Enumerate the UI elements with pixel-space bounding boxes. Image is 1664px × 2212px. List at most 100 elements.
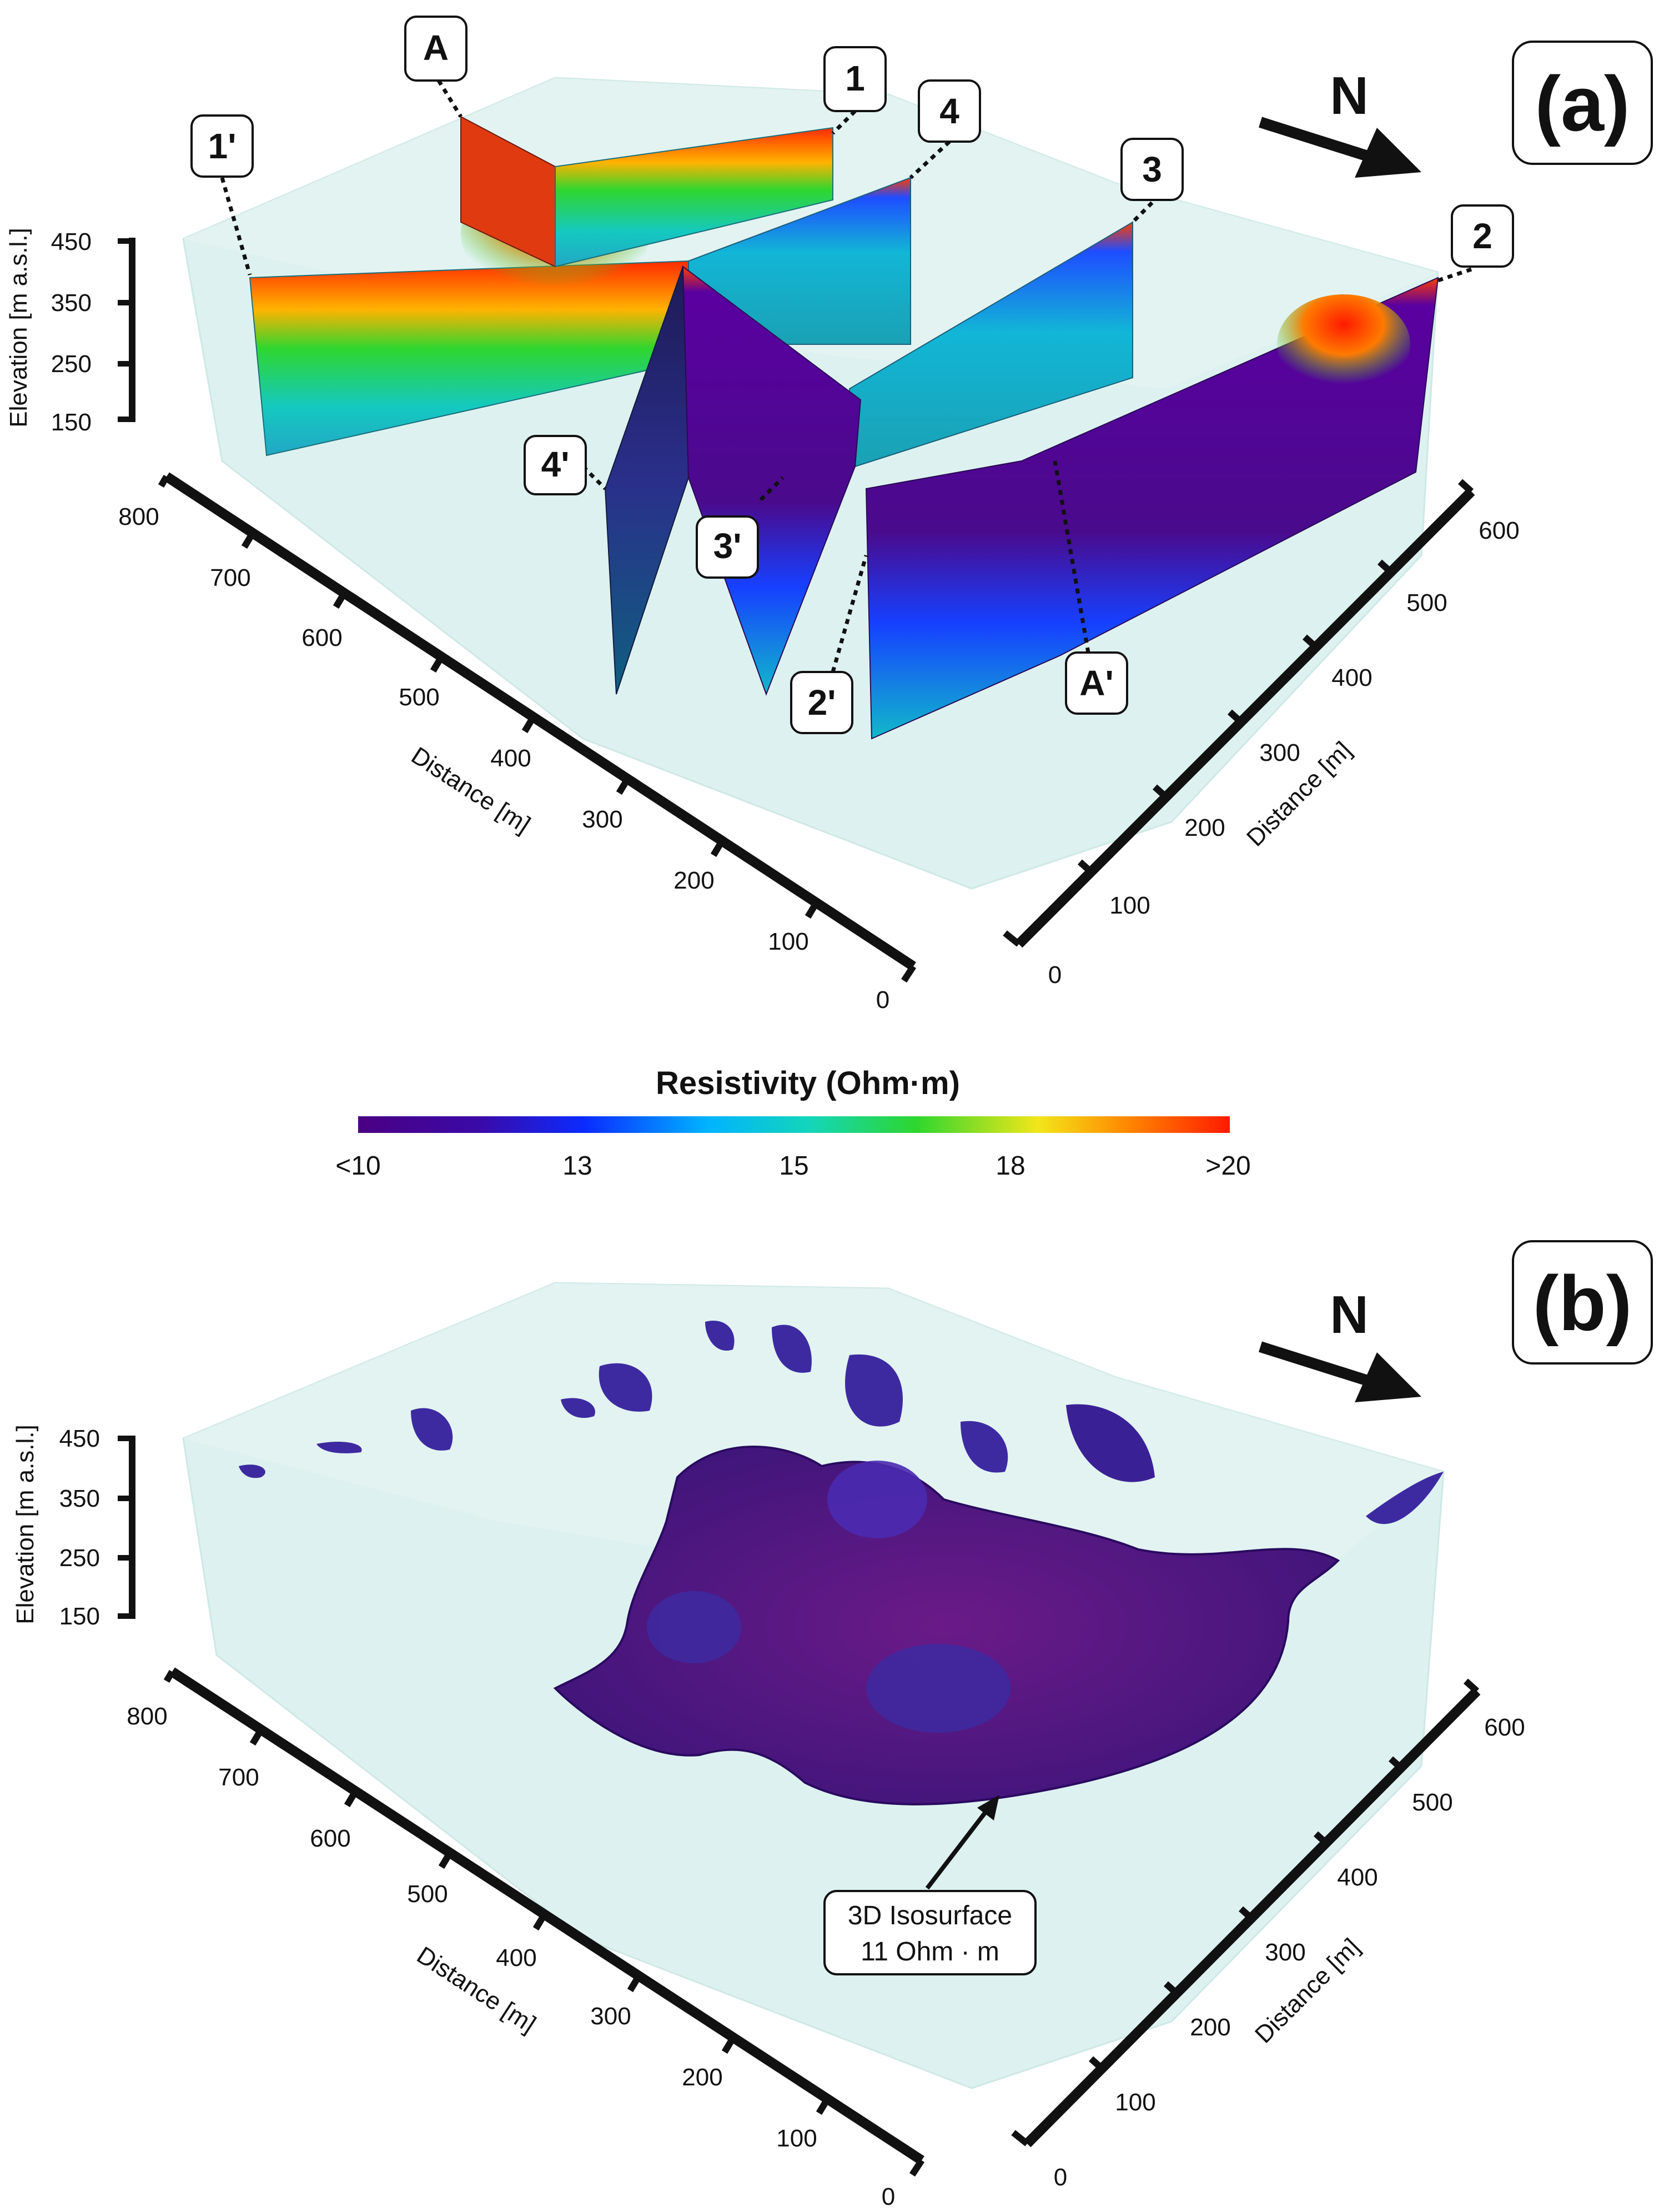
elev-tick: 450 [51, 228, 92, 255]
elev-tick: 350 [51, 289, 92, 317]
hot-anomaly-east [1277, 294, 1410, 394]
isosurface-blob [961, 1421, 1008, 1473]
annotation-line-1: 3D Isosurface [848, 1901, 1012, 1930]
elevation-axis: 450 350 250 150 Elevation [m a.s.l.] [5, 228, 135, 436]
left-tick: 700 [210, 564, 250, 591]
elev-tick: 350 [59, 1485, 100, 1512]
colorbar: Resistivity (Ohm·m) <10 13 15 18 >20 [335, 1065, 1250, 1181]
right-tick: 0 [1048, 961, 1062, 989]
north-arrow: N [1258, 1285, 1421, 1402]
isosurface-blob [1366, 1472, 1444, 1524]
panel-label-text: (b) [1533, 1260, 1632, 1347]
callout-1prime: 1' [208, 126, 237, 166]
isosurface-lobe [647, 1591, 741, 1663]
north-arrowhead [1355, 1352, 1421, 1402]
isosurface-blob [561, 1398, 595, 1418]
callout-3: 3 [1142, 149, 1162, 189]
callout-2prime: 2' [808, 683, 836, 723]
left-tick: 500 [399, 684, 439, 711]
left-tick: 800 [127, 1703, 167, 1730]
panel-b: 450 350 250 150 Elevation [m a.s.l.] 800… [12, 1240, 1653, 2210]
left-tick: 800 [118, 503, 159, 530]
panel-a: 450 350 250 150 Elevation [m a.s.l.] 800… [5, 16, 1653, 1014]
callout-Aprime: A' [1079, 663, 1113, 703]
north-label: N [1330, 66, 1368, 126]
north-label: N [1330, 1285, 1368, 1345]
left-tick: 500 [407, 1880, 448, 1908]
colorbar-tick: <10 [335, 1151, 380, 1181]
left-tick: 0 [882, 2183, 895, 2210]
colorbar-tick: 18 [996, 1151, 1025, 1181]
colorbar-tick: >20 [1205, 1151, 1250, 1181]
colorbar-gradient [358, 1116, 1230, 1133]
section-3prime [682, 265, 862, 696]
panel-label-a: (a) [1512, 41, 1653, 165]
isosurface-annotation: 3D Isosurface 11 Ohm · m [823, 1795, 1037, 1975]
north-arrow: N [1258, 66, 1421, 178]
left-tick: 300 [590, 2003, 631, 2030]
right-tick: 100 [1115, 2089, 1155, 2116]
elevation-axis-title: Elevation [m a.s.l.] [5, 228, 32, 427]
left-tick: 100 [776, 2125, 817, 2152]
isosurface-blob [705, 1321, 735, 1351]
panel-label-text: (a) [1535, 60, 1630, 147]
right-tick: 500 [1406, 589, 1447, 616]
isosurface-blob [1066, 1404, 1155, 1482]
isosurface-blob [772, 1325, 812, 1373]
right-tick: 200 [1184, 814, 1225, 841]
left-tick: 400 [496, 1944, 536, 1972]
elev-tick: 250 [51, 350, 92, 378]
left-tick: 200 [673, 867, 714, 894]
left-tick: 600 [301, 624, 342, 651]
left-tick: 200 [682, 2064, 722, 2091]
callout-4: 4 [939, 91, 959, 131]
callout-3prime: 3' [713, 526, 742, 566]
callout-1: 1 [845, 58, 865, 98]
isosurface-blob [411, 1408, 453, 1451]
profile-callouts: A 1' 1 4 3 2 4' 3' 2' [190, 16, 1514, 734]
isosurface-blob [845, 1354, 903, 1427]
right-tick: 200 [1190, 2014, 1230, 2041]
left-tick: 400 [490, 745, 531, 772]
elev-tick: 450 [59, 1425, 100, 1452]
right-tick: 400 [1331, 664, 1372, 691]
section-2-2prime [865, 277, 1439, 740]
isosurface-main [553, 1446, 1340, 1805]
colorbar-tick: 13 [562, 1151, 592, 1181]
colorbar-title: Resistivity (Ohm·m) [656, 1065, 960, 1101]
right-tick: 400 [1337, 1864, 1378, 1891]
annotation-arrowhead [977, 1795, 999, 1820]
isosurface-lobe [827, 1461, 927, 1538]
section-1-top [555, 127, 833, 268]
left-tick: 300 [582, 806, 622, 833]
right-tick: 100 [1109, 892, 1150, 919]
left-tick: 600 [310, 1825, 350, 1852]
left-distance-axis: 800 700 600 500 400 300 200 100 0 Distan… [127, 1667, 925, 2210]
elev-tick: 150 [59, 1603, 100, 1630]
panel-label-b: (b) [1512, 1240, 1653, 1365]
elevation-axis: 450 350 250 150 Elevation [m a.s.l.] [12, 1424, 135, 1630]
right-tick: 600 [1479, 517, 1519, 544]
left-tick: 100 [768, 928, 808, 955]
north-arrowhead [1355, 128, 1421, 178]
terrain-top [183, 1283, 1444, 1611]
callout-A: A [423, 28, 449, 68]
isosurface-lobe [866, 1644, 1011, 1733]
colorbar-tick: 15 [779, 1151, 808, 1181]
right-tick: 500 [1412, 1789, 1452, 1816]
annotation-line-2: 11 Ohm · m [861, 1937, 999, 1967]
right-tick: 0 [1054, 2164, 1067, 2191]
callout-2: 2 [1472, 216, 1492, 256]
left-tick: 700 [218, 1764, 259, 1791]
right-tick: 600 [1484, 1714, 1525, 1741]
left-tick: 0 [876, 986, 889, 1014]
isosurface-blob [239, 1464, 265, 1478]
right-tick: 300 [1265, 1939, 1305, 1966]
callout-4prime: 4' [541, 444, 570, 484]
isosurface-blob [599, 1363, 652, 1412]
elev-tick: 150 [51, 409, 92, 436]
isosurface-blob [316, 1441, 362, 1453]
elev-tick: 250 [59, 1544, 100, 1572]
right-tick: 300 [1259, 739, 1300, 766]
